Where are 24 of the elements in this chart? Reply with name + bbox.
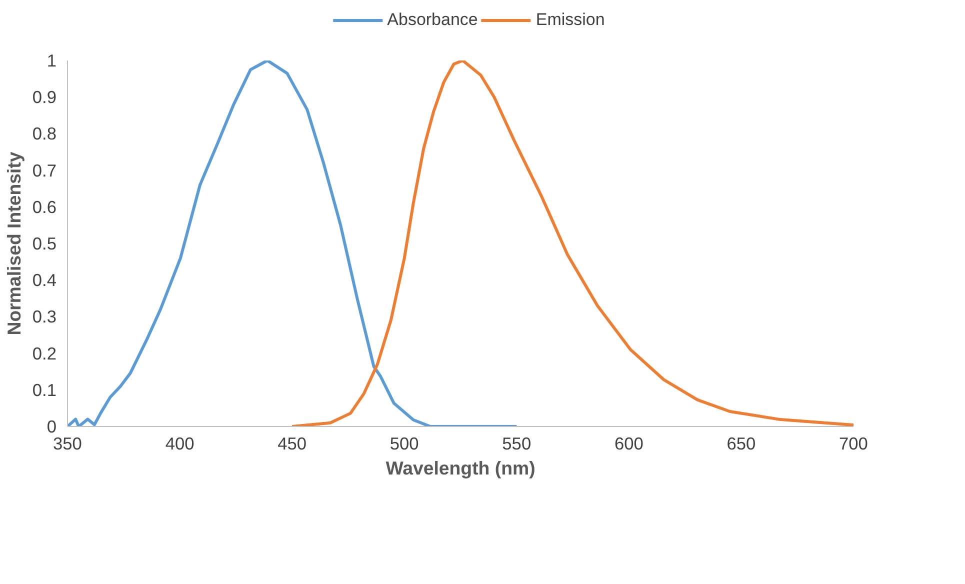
y-tick-label: 0.4 (32, 270, 57, 290)
legend-label: Emission (536, 10, 605, 30)
line-series (290, 60, 854, 426)
y-tick-label: 0 (46, 416, 57, 436)
y-tick-label: 0.7 (32, 160, 57, 180)
y-tick-label: 0.6 (32, 196, 57, 217)
y-tick-label: 1 (46, 50, 57, 70)
x-tick-label: 650 (726, 434, 756, 454)
x-tick-label: 400 (165, 434, 194, 454)
x-tick-label: 600 (614, 434, 644, 454)
x-tick-label: 350 (53, 434, 82, 454)
y-tick-label: 0.2 (32, 343, 57, 364)
x-tick-label: 700 (839, 434, 868, 454)
y-tick-label: 0.5 (32, 234, 57, 254)
x-tick-label: 450 (278, 434, 307, 454)
y-tick-label: 0.8 (32, 124, 57, 144)
x-tick-label: 550 (502, 434, 532, 454)
y-tick-label: 0.3 (32, 306, 57, 327)
y-tick-label: 0.9 (32, 87, 57, 108)
x-tick-label: 500 (390, 434, 419, 454)
y-axis-title: Normalised Intensity (3, 151, 24, 336)
legend-label: Absorbance (387, 10, 478, 30)
x-axis-title: Wavelength (nm) (386, 458, 536, 478)
y-tick-label: 0.1 (32, 380, 57, 400)
